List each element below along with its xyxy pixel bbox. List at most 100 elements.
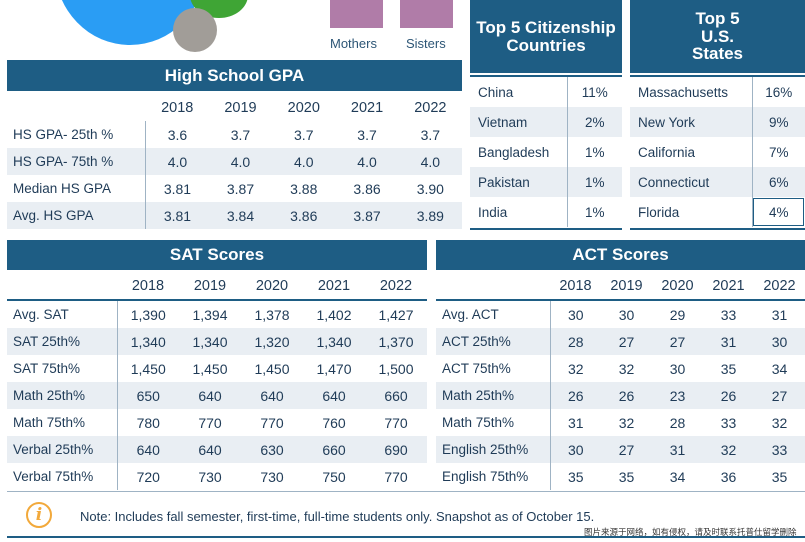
cell: 640 bbox=[303, 382, 365, 409]
citizenship-table: China 11% Vietnam 2% Bangladesh 1% Pakis… bbox=[470, 77, 622, 227]
sat-year: 2018 bbox=[131, 278, 165, 294]
act-year: 2020 bbox=[661, 278, 694, 294]
cell: 730 bbox=[260, 468, 284, 485]
cell: 4.0 bbox=[335, 148, 399, 175]
row-label: HS GPA- 25th % bbox=[13, 127, 114, 142]
table-row: Avg. HS GPA 3.81 3.84 3.86 3.87 3.89 bbox=[7, 202, 462, 229]
cell: 1,450 bbox=[116, 355, 179, 382]
row-label: Math 75th% bbox=[13, 415, 86, 430]
cell: 1,340 bbox=[303, 328, 365, 355]
country-name: Bangladesh bbox=[478, 144, 550, 160]
act-table: 2018 2019 2020 2021 2022 Avg. ACT 30 30 … bbox=[436, 273, 805, 490]
state-pct: 7% bbox=[751, 137, 805, 167]
act-year-row: 2018 2019 2020 2021 2022 bbox=[436, 273, 805, 300]
cell: 34 bbox=[771, 360, 788, 377]
cell: 3.7 bbox=[420, 126, 441, 143]
table-row: SAT 25th% 1,340 1,340 1,320 1,340 1,370 bbox=[7, 328, 427, 355]
table-row: SAT 75th% 1,450 1,450 1,450 1,470 1,500 bbox=[7, 355, 427, 382]
cell: 640 bbox=[116, 436, 179, 463]
country-name: Pakistan bbox=[470, 167, 567, 197]
cell: 30 bbox=[754, 328, 805, 355]
act-title: ACT Scores bbox=[572, 245, 669, 265]
table-row: Verbal 25th% 640 640 630 660 690 bbox=[7, 436, 427, 463]
cell: 3.7 bbox=[230, 126, 251, 143]
citizenship-bottom-rule bbox=[470, 228, 622, 230]
sat-year: 2021 bbox=[317, 278, 351, 294]
state-pct: 9% bbox=[751, 107, 805, 137]
list-item: Bangladesh 1% bbox=[470, 137, 622, 167]
country-pct: 11% bbox=[566, 77, 622, 107]
cell: 36 bbox=[720, 468, 737, 485]
bubble-grey bbox=[173, 8, 217, 52]
cell: 30 bbox=[669, 360, 686, 377]
cell: 26 bbox=[601, 382, 652, 409]
cell: 1,340 bbox=[179, 328, 241, 355]
cell: 1,402 bbox=[316, 306, 352, 323]
list-item: Florida 4% bbox=[630, 197, 805, 227]
cell: 3.90 bbox=[416, 180, 444, 197]
cell: 3.6 bbox=[145, 121, 209, 148]
act-year: 2021 bbox=[712, 278, 745, 294]
gpa-title: High School GPA bbox=[164, 65, 305, 85]
country-pct: 1% bbox=[566, 197, 622, 227]
state-pct: 6% bbox=[751, 167, 805, 197]
cell: 27 bbox=[601, 328, 652, 355]
cell: 770 bbox=[198, 414, 222, 431]
act-year: 2019 bbox=[610, 278, 643, 294]
table-row: Avg. SAT 1,390 1,394 1,378 1,402 1,427 bbox=[7, 300, 427, 328]
cell: 26 bbox=[703, 382, 754, 409]
gpa-year-row: 2018 2019 2020 2021 2022 bbox=[7, 95, 462, 121]
gpa-year: 2022 bbox=[414, 100, 447, 116]
cell: 27 bbox=[652, 328, 703, 355]
cell: 32 bbox=[618, 414, 635, 431]
cell: 32 bbox=[618, 360, 635, 377]
row-label: ACT 75th% bbox=[442, 361, 511, 376]
row-label: Avg. ACT bbox=[442, 307, 499, 322]
table-row: HS GPA- 75th % 4.0 4.0 4.0 4.0 4.0 bbox=[7, 148, 462, 175]
cell: 1,427 bbox=[378, 306, 414, 323]
row-label: Math 75th% bbox=[442, 415, 515, 430]
cell: 26 bbox=[549, 382, 601, 409]
list-item: Vietnam 2% bbox=[470, 107, 622, 137]
country-pct: 2% bbox=[566, 107, 622, 137]
cell: 34 bbox=[669, 468, 686, 485]
cell: 4.0 bbox=[145, 148, 209, 175]
table-row: Math 25th% 26 26 23 26 27 bbox=[436, 382, 805, 409]
cell: 720 bbox=[116, 463, 179, 490]
country-pct: 1% bbox=[566, 137, 622, 167]
gpa-year: 2021 bbox=[350, 100, 384, 116]
cell: 4.0 bbox=[398, 148, 462, 175]
sat-header: SAT Scores bbox=[7, 240, 427, 270]
row-label: Median HS GPA bbox=[13, 181, 112, 196]
watermark: 图片来源于网络，如有侵权，请及时联系托普仕留学删除 bbox=[584, 527, 797, 537]
cell: 1,390 bbox=[116, 300, 179, 328]
cell: 660 bbox=[303, 436, 365, 463]
cell: 33 bbox=[720, 306, 737, 323]
cell: 1,470 bbox=[316, 360, 352, 377]
list-item: Connecticut 6% bbox=[630, 167, 805, 197]
list-item: California 7% bbox=[630, 137, 805, 167]
cell: 35 bbox=[618, 468, 635, 485]
list-item: China 11% bbox=[470, 77, 622, 107]
cell: 30 bbox=[618, 306, 635, 323]
gpa-year: 2020 bbox=[287, 100, 320, 116]
table-row: English 75th% 35 35 34 36 35 bbox=[436, 463, 805, 490]
cell: 770 bbox=[260, 414, 284, 431]
cell: 640 bbox=[179, 382, 241, 409]
citizenship-title: Top 5 Citizenship Countries bbox=[476, 17, 616, 55]
info-icon: i bbox=[26, 502, 52, 528]
act-year: 2018 bbox=[559, 278, 592, 294]
cell: 750 bbox=[322, 468, 346, 485]
state-name: Florida bbox=[638, 204, 680, 220]
cell: 33 bbox=[720, 414, 737, 431]
table-row: English 25th% 30 27 31 32 33 bbox=[436, 436, 805, 463]
cell: 1,500 bbox=[378, 360, 414, 377]
states-table: Massachusetts 16% New York 9% California… bbox=[630, 77, 805, 227]
table-row: Verbal 75th% 720 730 730 750 770 bbox=[7, 463, 427, 490]
cell: 3.81 bbox=[145, 175, 209, 202]
list-item: Pakistan 1% bbox=[470, 167, 622, 197]
cell: 3.87 bbox=[226, 180, 255, 197]
cell: 640 bbox=[241, 382, 303, 409]
cell: 760 bbox=[322, 414, 346, 431]
state-name: New York bbox=[630, 107, 752, 137]
